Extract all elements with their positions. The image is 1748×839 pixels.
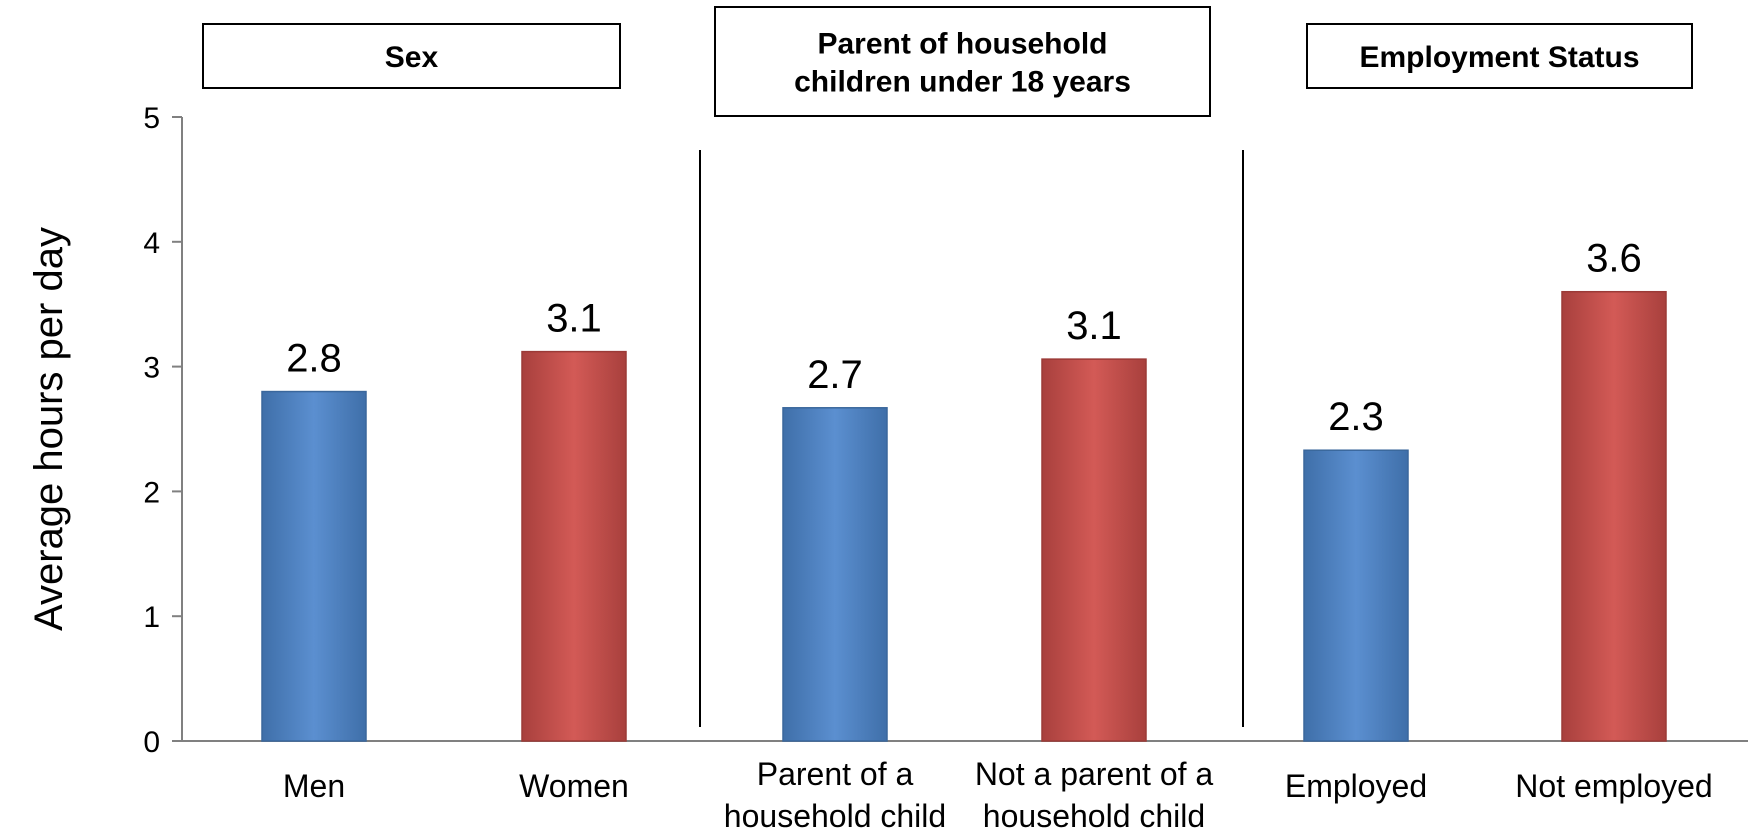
category-label: Parent of a (757, 756, 914, 792)
bar (1041, 358, 1147, 742)
group-title: children under 18 years (794, 66, 1131, 99)
axes: 0 1 2 3 4 5 Average hours per day (27, 102, 1748, 759)
y-tick-label: 1 (143, 601, 160, 634)
bar (261, 390, 367, 742)
value-label: 3.1 (546, 297, 602, 341)
y-tick-label: 2 (143, 476, 160, 509)
group-headers: Sex Parent of household children under 18 … (202, 6, 1693, 117)
value-label: 2.3 (1328, 395, 1384, 439)
group-header-box (1306, 23, 1693, 89)
group-header-box (202, 23, 621, 89)
group-header: Parent of household children under 18 yea… (714, 6, 1211, 117)
y-tick-label: 5 (143, 102, 160, 135)
group-header: Employment Status (1306, 23, 1693, 89)
y-axis-label: Average hours per day (27, 227, 71, 631)
category-label: Not employed (1515, 768, 1712, 804)
category-label: household child (983, 798, 1205, 834)
group-header: Sex (202, 23, 621, 89)
y-tick-label: 3 (143, 352, 160, 385)
group-title: Sex (385, 41, 439, 74)
y-tick-label: 4 (143, 227, 160, 260)
category-label: Employed (1285, 768, 1427, 804)
bar (1561, 290, 1667, 742)
category-label: Men (283, 768, 345, 804)
bar (521, 350, 627, 742)
labels: 2.8 Men 3.1 Women 2.7 Parent of a household ch… (283, 237, 1713, 834)
y-tick-label: 0 (143, 726, 160, 759)
value-label: 2.7 (807, 353, 863, 397)
value-label: 3.1 (1066, 304, 1122, 348)
group-title: Employment Status (1359, 41, 1639, 74)
value-label: 2.8 (286, 337, 342, 381)
category-label: Women (519, 768, 629, 804)
bars (261, 290, 1667, 742)
category-label: Not a parent of a (975, 756, 1214, 792)
category-label: household child (724, 798, 946, 834)
group-header-box (714, 6, 1211, 117)
bar (1303, 449, 1409, 742)
group-title: Parent of household (817, 28, 1107, 61)
bar (782, 407, 888, 742)
value-label: 3.6 (1586, 237, 1642, 281)
